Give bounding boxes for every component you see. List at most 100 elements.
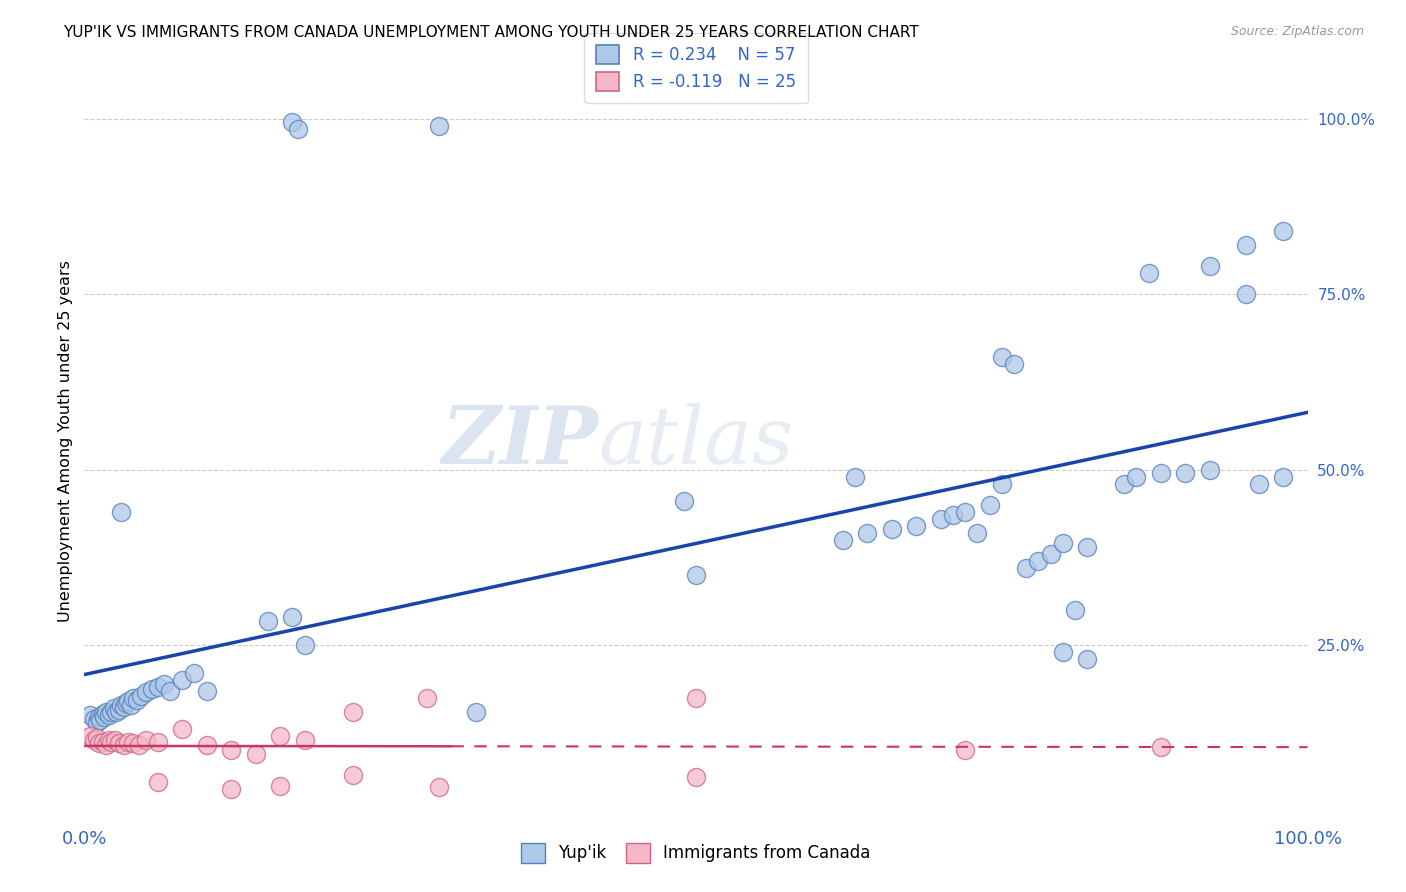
Point <box>97 732 120 747</box>
Point <box>96 705 118 719</box>
Point <box>685 770 707 784</box>
Point <box>427 119 450 133</box>
Point <box>83 732 105 747</box>
Point <box>122 736 145 750</box>
Point <box>183 666 205 681</box>
Text: atlas: atlas <box>598 403 793 480</box>
Point <box>104 732 127 747</box>
Point <box>1002 357 1025 371</box>
Point <box>107 703 129 717</box>
Point <box>1236 238 1258 252</box>
Point <box>96 738 118 752</box>
Point <box>195 683 218 698</box>
Point <box>86 715 108 730</box>
Point <box>929 512 952 526</box>
Point <box>120 698 142 712</box>
Point <box>103 701 125 715</box>
Point <box>287 122 309 136</box>
Point <box>117 735 139 749</box>
Point <box>125 693 148 707</box>
Point <box>129 689 152 703</box>
Point <box>1052 645 1074 659</box>
Point <box>110 505 132 519</box>
Point <box>135 685 157 699</box>
Point <box>110 698 132 712</box>
Point <box>245 747 267 761</box>
Point <box>146 735 169 749</box>
Point <box>672 494 695 508</box>
Point <box>1272 224 1295 238</box>
Point <box>112 738 135 752</box>
Point <box>87 710 110 724</box>
Point <box>342 705 364 719</box>
Point <box>1114 476 1136 491</box>
Point <box>105 705 128 719</box>
Point <box>1064 603 1087 617</box>
Point <box>1028 554 1050 568</box>
Point <box>117 694 139 708</box>
Point <box>115 696 138 710</box>
Point <box>100 735 122 749</box>
Legend: Yup'ik, Immigrants from Canada: Yup'ik, Immigrants from Canada <box>515 837 877 869</box>
Point <box>89 713 111 727</box>
Point <box>135 732 157 747</box>
Point <box>685 568 707 582</box>
Point <box>1236 287 1258 301</box>
Point <box>79 708 101 723</box>
Point <box>942 508 965 523</box>
Point <box>112 699 135 714</box>
Point <box>93 710 115 724</box>
Point <box>294 732 316 747</box>
Point <box>195 738 218 752</box>
Point <box>1150 739 1173 754</box>
Point <box>1150 466 1173 480</box>
Y-axis label: Unemployment Among Youth under 25 years: Unemployment Among Youth under 25 years <box>58 260 73 623</box>
Text: Source: ZipAtlas.com: Source: ZipAtlas.com <box>1230 25 1364 38</box>
Point <box>122 690 145 705</box>
Point <box>79 730 101 744</box>
Text: YUP'IK VS IMMIGRANTS FROM CANADA UNEMPLOYMENT AMONG YOUTH UNDER 25 YEARS CORRELA: YUP'IK VS IMMIGRANTS FROM CANADA UNEMPLO… <box>63 25 920 40</box>
Point <box>831 533 853 547</box>
Point <box>172 723 194 737</box>
Point <box>685 690 707 705</box>
Point <box>464 705 486 719</box>
Point <box>966 525 988 540</box>
Point <box>856 525 879 540</box>
Point <box>1052 536 1074 550</box>
Point <box>1125 469 1147 483</box>
Point <box>257 614 280 628</box>
Point <box>281 610 304 624</box>
Point <box>880 522 903 536</box>
Point <box>87 736 110 750</box>
Point <box>1076 540 1098 554</box>
Point <box>1272 469 1295 483</box>
Point <box>1174 466 1197 480</box>
Point <box>342 768 364 782</box>
Point <box>146 775 169 789</box>
Point <box>1039 547 1062 561</box>
Point <box>991 476 1014 491</box>
Point <box>991 351 1014 365</box>
Point <box>427 780 450 794</box>
Point <box>159 683 181 698</box>
Point <box>979 498 1001 512</box>
Point <box>953 743 976 757</box>
Point <box>1015 561 1038 575</box>
Point <box>141 681 163 696</box>
Point <box>1198 462 1220 476</box>
Point <box>269 730 291 744</box>
Point <box>219 782 242 797</box>
Point <box>100 705 122 719</box>
Point <box>269 779 291 793</box>
Point <box>86 731 108 745</box>
Point <box>91 706 114 721</box>
Point <box>91 735 114 749</box>
Point <box>107 736 129 750</box>
Point <box>146 680 169 694</box>
Point <box>416 690 439 705</box>
Point <box>1137 266 1160 280</box>
Point <box>153 677 176 691</box>
Text: ZIP: ZIP <box>441 403 598 480</box>
Point <box>294 638 316 652</box>
Point <box>844 469 866 483</box>
